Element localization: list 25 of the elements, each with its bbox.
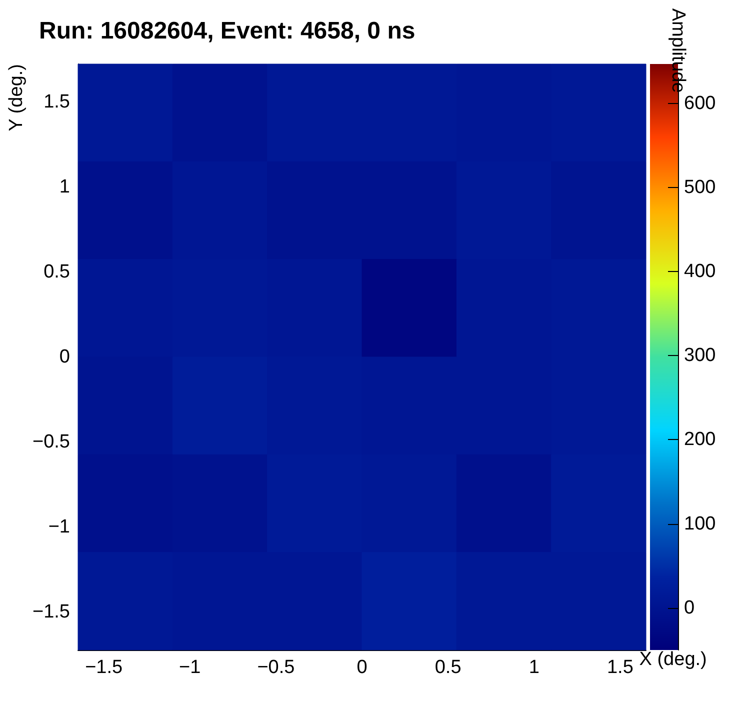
- color-bar-label: 100: [684, 513, 716, 534]
- y-tick-label: 1.5: [44, 92, 70, 113]
- y-tick-label: 1: [59, 176, 70, 198]
- y-tick-label: −1.5: [32, 601, 70, 622]
- color-bar-label: 300: [684, 345, 716, 366]
- x-axis-title: X (deg.): [639, 649, 707, 670]
- x-tick-label: 0: [356, 657, 368, 678]
- color-bar-label: 400: [684, 260, 716, 282]
- x-tick-label: 1.5: [606, 657, 634, 678]
- x-tick-label: −0.5: [257, 657, 295, 678]
- color-bar-label: 0: [684, 597, 695, 618]
- y-axis-title: Y (deg.): [6, 64, 27, 132]
- y-tick-label: 0.5: [44, 262, 70, 283]
- x-tick-label: −1: [179, 657, 201, 678]
- x-tick-label: −1.5: [85, 657, 123, 678]
- x-tick-label: 0.5: [434, 657, 462, 678]
- color-bar-title: Amplitude: [668, 8, 688, 93]
- y-tick-label: −0.5: [32, 431, 70, 452]
- color-bar-label: 500: [684, 176, 716, 198]
- color-bar-label: 200: [684, 429, 716, 450]
- chart-title: Run: 16082604, Event: 4658, 0 ns: [39, 18, 416, 44]
- y-tick-label: −1: [48, 516, 70, 538]
- x-tick-label: 1: [528, 657, 540, 678]
- color-bar-label: 600: [684, 92, 716, 114]
- y-tick-label: 0: [59, 346, 70, 368]
